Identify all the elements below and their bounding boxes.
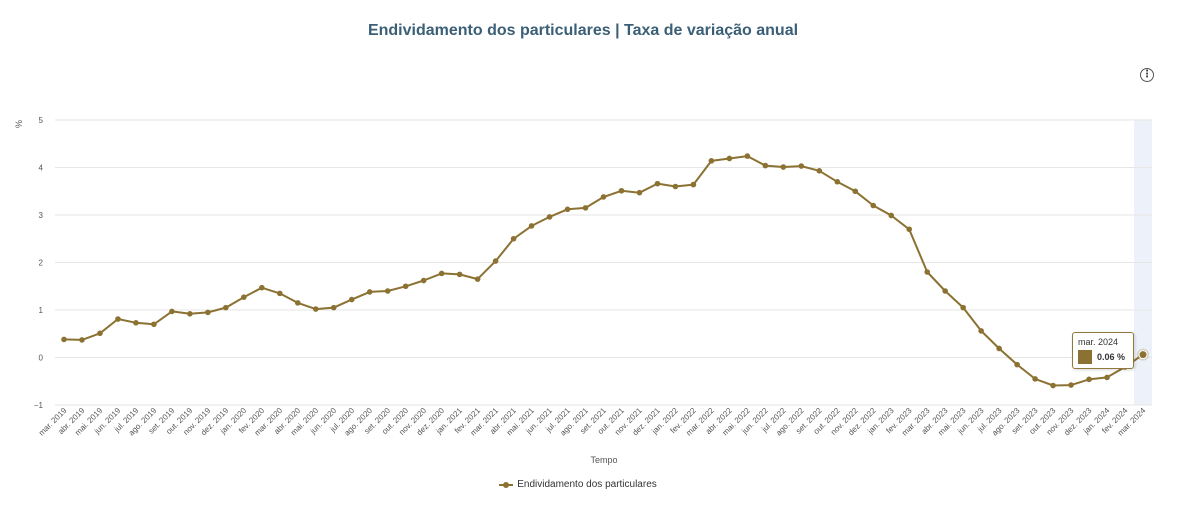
- tooltip-swatch: [1078, 350, 1092, 364]
- data-point: [942, 288, 948, 294]
- data-point: [888, 212, 895, 219]
- data-point: [151, 321, 157, 328]
- data-point: [960, 304, 966, 311]
- data-point: [690, 181, 697, 188]
- data-point: [187, 311, 193, 317]
- data-point: [1138, 350, 1148, 360]
- tooltip-date: mar. 2024: [1078, 337, 1119, 347]
- data-point: [870, 202, 877, 209]
- data-point: [456, 271, 463, 278]
- context-menu-button[interactable]: ⋮: [1140, 68, 1154, 82]
- data-point: [510, 235, 517, 242]
- data-point: [636, 189, 643, 196]
- data-point: [564, 206, 571, 213]
- data-point: [1032, 376, 1038, 382]
- legend-line-marker-icon: [499, 480, 514, 490]
- y-tick-label: 1: [39, 306, 44, 315]
- data-point: [852, 188, 859, 195]
- data-point: [528, 223, 535, 229]
- data-point: [546, 214, 553, 220]
- data-point: [600, 194, 607, 200]
- data-point: [978, 328, 984, 334]
- data-point: [996, 345, 1002, 352]
- data-point: [1050, 382, 1056, 389]
- chart-title: Endividamento dos particulares | Taxa de…: [367, 22, 799, 39]
- data-point: [654, 180, 661, 187]
- y-tick-label: 3: [39, 211, 44, 220]
- data-point: [1104, 374, 1110, 381]
- y-tick-label: 2: [39, 259, 44, 268]
- tooltip: mar. 2024 0.06 %: [1072, 332, 1134, 369]
- data-point: [402, 283, 409, 290]
- tooltip-value: 0.06 %: [1097, 352, 1126, 362]
- series-line: [63, 155, 1144, 387]
- data-point: [492, 258, 499, 264]
- data-point: [348, 296, 355, 303]
- data-point: [205, 309, 211, 316]
- data-point: [582, 205, 589, 211]
- data-point: [79, 337, 85, 343]
- x-axis-label: Tempo: [590, 455, 617, 465]
- data-point: [708, 158, 715, 164]
- data-point: [241, 294, 247, 300]
- y-tick-label: 4: [39, 164, 44, 173]
- data-point: [115, 316, 121, 322]
- y-tick-label: 0: [39, 354, 44, 363]
- data-point: [906, 226, 913, 233]
- data-point: [726, 155, 733, 162]
- data-point: [366, 289, 373, 295]
- data-point: [438, 270, 445, 277]
- data-point: [672, 183, 679, 190]
- data-point: [762, 162, 769, 169]
- data-point: [61, 336, 67, 343]
- data-point: [816, 168, 823, 174]
- data-point: [384, 288, 391, 294]
- data-point: [330, 304, 337, 311]
- context-menu-icon: ⋮: [1142, 69, 1152, 80]
- data-point: [1086, 376, 1092, 383]
- data-point: [1014, 361, 1020, 368]
- data-point: [312, 306, 319, 312]
- data-point: [924, 269, 930, 275]
- data-point: [223, 304, 229, 311]
- data-point: [474, 276, 481, 282]
- legend-label: Endividamento dos particulares: [517, 479, 657, 490]
- y-tick-label: −1: [34, 401, 44, 410]
- data-point: [277, 290, 283, 297]
- data-point: [294, 300, 301, 306]
- data-point: [259, 284, 265, 291]
- y-tick-label: 5: [39, 116, 44, 125]
- data-point: [834, 178, 841, 185]
- data-point: [169, 308, 175, 315]
- data-point: [744, 153, 751, 159]
- y-axis-label: %: [14, 120, 24, 128]
- data-point: [97, 330, 103, 337]
- data-point: [1068, 382, 1074, 388]
- data-point: [420, 277, 427, 284]
- data-point: [780, 164, 787, 170]
- data-point: [133, 320, 139, 326]
- data-point: [798, 163, 805, 169]
- legend-item[interactable]: Endividamento dos particulares: [0, 479, 1156, 490]
- data-point: [618, 187, 625, 194]
